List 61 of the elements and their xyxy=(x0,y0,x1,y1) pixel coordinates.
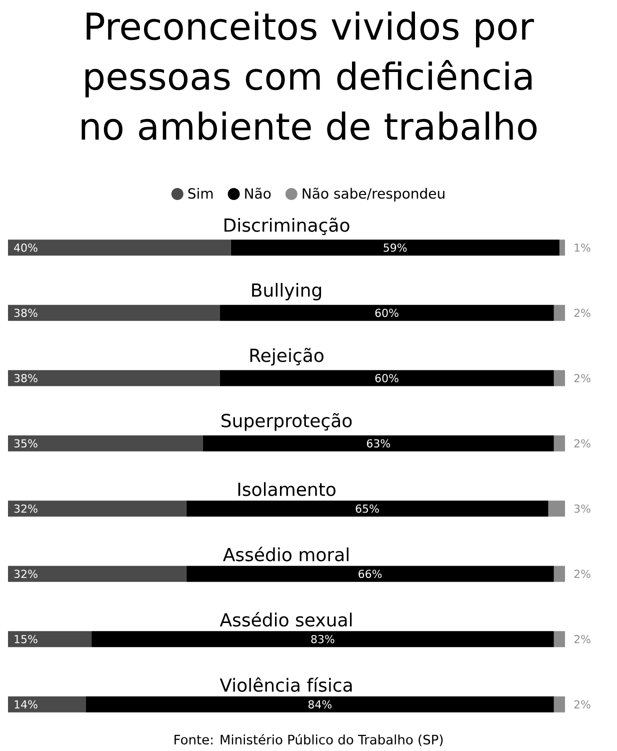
bar xyxy=(202,435,554,452)
data-label: 60% xyxy=(375,374,398,382)
bar xyxy=(8,304,220,321)
chart-title: Preconceitos vividos por pessoas com deficiência no ambiente de trabalho xyxy=(82,12,537,140)
data-label: 2% xyxy=(574,374,590,382)
y-tick-label: Assédio moral xyxy=(223,546,348,562)
y-tick-label: Discriminação xyxy=(224,218,350,236)
bar xyxy=(92,631,554,648)
bar xyxy=(86,696,554,712)
data-label: 32% xyxy=(14,570,38,578)
bar xyxy=(8,696,86,712)
bar xyxy=(548,500,566,517)
data-label: 2% xyxy=(574,634,590,644)
bar xyxy=(8,566,186,582)
data-label: 59% xyxy=(384,243,407,252)
bar xyxy=(8,240,231,256)
data-label: 63% xyxy=(366,439,390,448)
data-label: 38% xyxy=(14,374,38,382)
bar xyxy=(230,240,560,256)
data-label: 15% xyxy=(14,634,38,644)
bar xyxy=(8,631,92,648)
data-label: 65% xyxy=(356,504,379,513)
bar xyxy=(8,435,203,452)
data-label: 2% xyxy=(574,700,590,709)
data-label: 1% xyxy=(574,243,590,252)
bar xyxy=(554,696,566,712)
bar xyxy=(554,304,566,321)
bar xyxy=(186,500,548,517)
bar xyxy=(554,435,566,452)
legend-label: Sim xyxy=(188,188,213,199)
data-label: 38% xyxy=(14,308,38,318)
data-label: 84% xyxy=(308,700,332,709)
source-note: Fonte: Ministério Público do Trabalho (SP) xyxy=(174,734,443,746)
data-label: 14% xyxy=(14,700,38,709)
bar xyxy=(554,566,566,582)
data-label: 2% xyxy=(574,570,590,578)
y-tick-label: Bullying xyxy=(252,282,322,300)
data-label: 32% xyxy=(14,504,38,513)
bar xyxy=(554,631,566,648)
legend-label: Não sabe/respondeu xyxy=(302,188,444,202)
bar xyxy=(559,240,566,256)
data-label: 35% xyxy=(14,439,38,448)
y-tick-label: Violência física xyxy=(220,677,352,692)
data-label: 2% xyxy=(574,308,590,318)
bar xyxy=(8,370,220,386)
bar xyxy=(186,566,554,582)
y-tick-label: Isolamento xyxy=(238,482,336,496)
bar xyxy=(220,370,554,386)
legend-label: Não xyxy=(245,188,271,199)
data-label: 3% xyxy=(574,504,590,513)
data-label: 83% xyxy=(311,634,334,644)
y-tick-label: Rejeição xyxy=(250,348,324,366)
y-tick-label: Superproteção xyxy=(222,413,352,431)
data-label: 2% xyxy=(574,439,590,448)
bar xyxy=(554,370,566,386)
bar xyxy=(220,304,554,321)
y-tick-label: Assédio sexual xyxy=(220,612,352,627)
data-label: 60% xyxy=(375,308,398,318)
data-label: 66% xyxy=(358,570,382,578)
data-label: 40% xyxy=(14,243,38,252)
bar xyxy=(8,500,186,517)
